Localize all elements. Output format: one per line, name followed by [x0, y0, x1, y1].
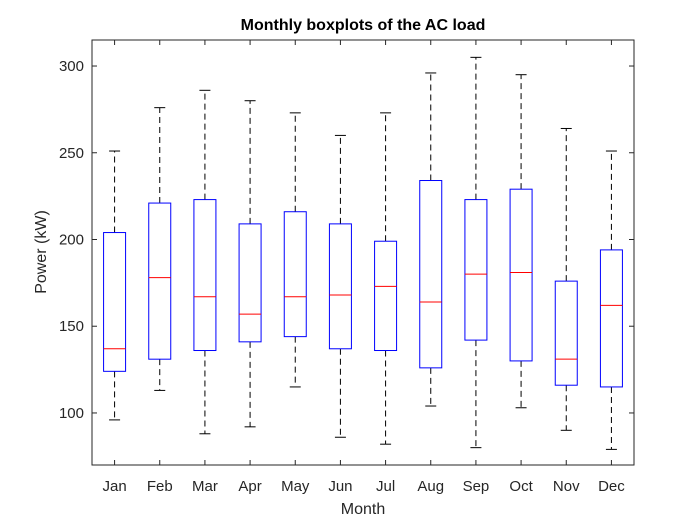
x-tick-label: Jun [328, 478, 352, 495]
iqr-box [238, 223, 262, 343]
box-oct [509, 74, 533, 409]
box-may [283, 112, 307, 388]
box-dec [599, 150, 623, 450]
x-tick-label: Dec [598, 478, 625, 495]
box-aug [419, 72, 443, 407]
iqr-box [283, 211, 307, 338]
iqr-box [103, 232, 127, 372]
box-jan [103, 150, 127, 421]
box-jul [374, 112, 398, 445]
x-axis-ticks: Jan Feb Mar Apr May Jun Jul Aug Sep Oct Nov Dec [102, 40, 625, 495]
iqr-box [509, 188, 533, 362]
iqr-box [193, 199, 217, 352]
x-tick-label: Sep [463, 478, 490, 495]
x-tick-label: Apr [238, 478, 261, 495]
iqr-box [464, 199, 488, 341]
x-tick-label: Jul [376, 478, 395, 495]
iqr-box [419, 180, 443, 369]
box-sep [464, 56, 488, 449]
boxes-group [103, 56, 623, 450]
box-mar [193, 89, 217, 435]
box-jun [328, 134, 352, 438]
box-feb [148, 107, 172, 391]
iqr-box [148, 202, 172, 360]
x-tick-label: Jan [102, 478, 126, 495]
chart-title: Monthly boxplots of the AC load [241, 17, 486, 34]
box-apr [238, 100, 262, 428]
x-tick-label: Feb [147, 478, 173, 495]
x-tick-label: Mar [192, 478, 218, 495]
x-tick-label: Aug [417, 478, 444, 495]
box-nov [554, 127, 578, 431]
x-tick-label: Nov [553, 478, 580, 495]
y-tick-label: 200 [59, 231, 84, 248]
y-tick-label: 100 [59, 405, 84, 422]
x-axis-label: Month [341, 501, 385, 518]
iqr-box [328, 223, 352, 350]
x-tick-label: May [281, 478, 310, 495]
iqr-box [374, 240, 398, 352]
iqr-box [554, 280, 578, 386]
plot-area [91, 39, 635, 466]
y-axis-ticks: 100 150 200 250 300 [59, 58, 634, 422]
y-tick-label: 150 [59, 318, 84, 335]
y-tick-label: 250 [59, 145, 84, 162]
y-axis-label: Power (kW) [33, 210, 50, 294]
x-tick-label: Oct [509, 478, 533, 495]
y-tick-label: 300 [59, 58, 84, 75]
iqr-box [599, 249, 623, 388]
